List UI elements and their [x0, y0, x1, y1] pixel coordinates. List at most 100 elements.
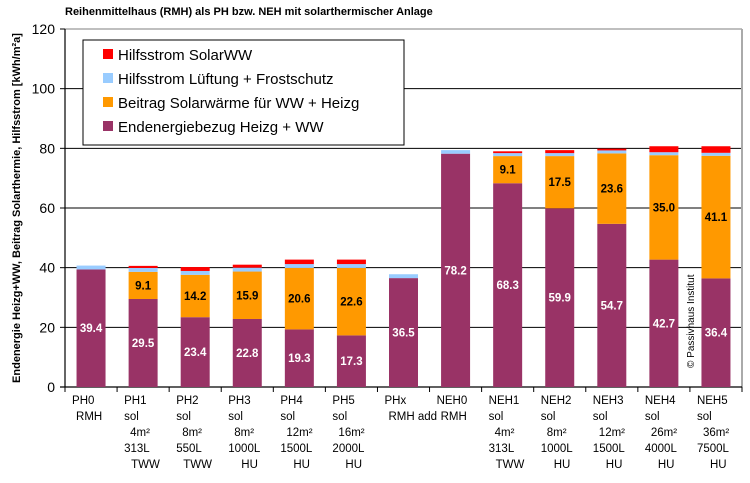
bar-segment-hilfsstrom-lueftung: [389, 274, 418, 279]
bar-segment-solarwaerme: [701, 155, 731, 279]
data-labels: 39.4 29.5 9.1 23.4 14.2 22.8 15.9 19.3 20.6 17.3 2…: [80, 165, 728, 369]
bar-segment-endenergie: [284, 329, 314, 387]
data-label: 41.1: [705, 212, 728, 224]
bar-segment-hilfsstrom-solar: [701, 146, 731, 153]
x-tick-label: sol: [280, 411, 295, 423]
x-tick-label: RMH: [76, 411, 102, 423]
bar-segment-hilfsstrom-lueftung: [441, 150, 471, 154]
bar-segment-hilfsstrom-solar: [232, 264, 262, 268]
bar-segment-hilfsstrom-lueftung: [128, 267, 158, 272]
bar-segment-hilfsstrom-lueftung: [597, 150, 627, 154]
x-tick-label: 36m²: [703, 427, 729, 439]
legend-label: Hilfsstrom SolarWW: [118, 47, 253, 64]
bar-segment-endenergie: [545, 208, 575, 387]
y-tick-label: 20: [39, 319, 55, 335]
data-label: 17.3: [340, 356, 362, 368]
x-tick-label: PHx: [385, 395, 407, 407]
x-tick-label: sol: [541, 411, 556, 423]
x-tick-label: sol: [593, 411, 608, 423]
data-label: 14.2: [184, 291, 206, 303]
bar-segment-solarwaerme: [336, 267, 366, 336]
bar-segment-hilfsstrom-lueftung: [545, 153, 575, 157]
bar-segment-endenergie: [701, 278, 731, 387]
bar-segment-hilfsstrom-solar: [180, 267, 210, 271]
x-tick-label: sol: [228, 411, 243, 423]
bar-segment-hilfsstrom-lueftung: [284, 264, 314, 268]
x-tick-label: 26m²: [651, 427, 677, 439]
bar-segment-hilfsstrom-solar: [336, 259, 366, 265]
bar-segment-hilfsstrom-solar: [649, 146, 679, 153]
x-tick-label: RMH: [441, 411, 467, 423]
x-tick-label: sol: [489, 411, 504, 423]
x-tick-label: sol: [124, 411, 139, 423]
x-tick-label: TWW: [131, 459, 160, 471]
data-label: 17.5: [549, 177, 572, 189]
y-tick-label: 0: [47, 379, 55, 395]
data-label: 9.1: [135, 280, 152, 292]
data-label: 22.6: [340, 297, 362, 309]
data-label: 78.2: [444, 265, 466, 277]
data-label: 23.6: [601, 184, 623, 196]
data-label: 36.5: [392, 328, 415, 340]
x-tick-label: 8m²: [234, 427, 254, 439]
x-tick-label: NEH0: [437, 395, 468, 407]
x-tick-label: PH0: [72, 395, 94, 407]
data-label: 54.7: [601, 300, 623, 312]
y-tick-label: 80: [39, 140, 55, 156]
x-tick-label: sol: [697, 411, 712, 423]
bar-segment-endenergie: [389, 278, 418, 387]
x-tick-label: PH4: [280, 395, 303, 407]
x-tick-label: PH3: [228, 395, 250, 407]
data-label: 42.7: [653, 318, 675, 330]
y-tick-label: 100: [32, 81, 56, 97]
x-tick-label: 16m²: [338, 427, 364, 439]
x-tick-label: 2000L: [332, 443, 365, 455]
x-tick-label: 8m²: [547, 427, 567, 439]
bar-segment-hilfsstrom-lueftung: [649, 152, 679, 156]
x-tick-label: TWW: [496, 459, 525, 471]
x-tick-label: HU: [554, 459, 571, 471]
y-tick-label: 60: [39, 200, 55, 216]
x-tick-label: 313L: [124, 443, 150, 455]
x-tick-label: PH5: [332, 395, 354, 407]
bars: [76, 146, 731, 387]
x-tick-label: HU: [293, 459, 310, 471]
data-label: 36.4: [705, 328, 728, 340]
x-tick-label: 4m²: [495, 427, 515, 439]
y-axis-label: Endenergie Heizg+WW, Beitrag Solarthermi…: [11, 33, 23, 383]
x-tick-label: sol: [176, 411, 191, 423]
bar-segment-hilfsstrom-solar: [493, 151, 523, 154]
bar-segment-hilfsstrom-solar: [128, 265, 158, 268]
bar-segment-endenergie: [649, 259, 679, 387]
x-tick-label: 4m²: [130, 427, 150, 439]
x-tick-labels: PH0 RMH PH1 sol 4m² 313L TWW PH2 sol 8m² 550L TWW PH…: [72, 395, 730, 471]
x-tick-label: 1000L: [541, 443, 574, 455]
x-tick-label: PH1: [124, 395, 146, 407]
x-tick-label: HU: [658, 459, 675, 471]
data-label: 19.3: [288, 353, 310, 365]
legend-swatch: [103, 73, 113, 83]
legend-label: Beitrag Solarwärme für WW + Heizg: [118, 95, 359, 112]
bar-segment-hilfsstrom-solar: [597, 148, 627, 151]
x-tick-label: NEH1: [489, 395, 520, 407]
bar-segment-solarwaerme: [128, 271, 158, 299]
x-tick-label: 12m²: [286, 427, 312, 439]
bar-segment-hilfsstrom-lueftung: [232, 267, 262, 272]
x-tick-label: 4000L: [645, 443, 678, 455]
x-tick-label: 8m²: [182, 427, 202, 439]
bar-segment-endenergie: [128, 298, 158, 387]
x-tick-label: NEH2: [541, 395, 572, 407]
x-tick-label: PH2: [176, 395, 198, 407]
x-tick-label: 550L: [176, 443, 202, 455]
data-label: 23.4: [184, 347, 207, 359]
bar-segment-endenergie: [76, 269, 106, 387]
legend-swatch: [103, 121, 113, 131]
bar-segment-solarwaerme: [597, 153, 627, 224]
legend-label: Hilfsstrom Lüftung + Frostschutz: [118, 71, 334, 88]
legend-label: Endenergiebezug Heizg + WW: [118, 119, 324, 136]
bar-segment-hilfsstrom-lueftung: [76, 265, 106, 270]
x-tick-label: sol: [645, 411, 660, 423]
x-tick-label: 1000L: [228, 443, 261, 455]
bar-segment-solarwaerme: [232, 271, 262, 319]
